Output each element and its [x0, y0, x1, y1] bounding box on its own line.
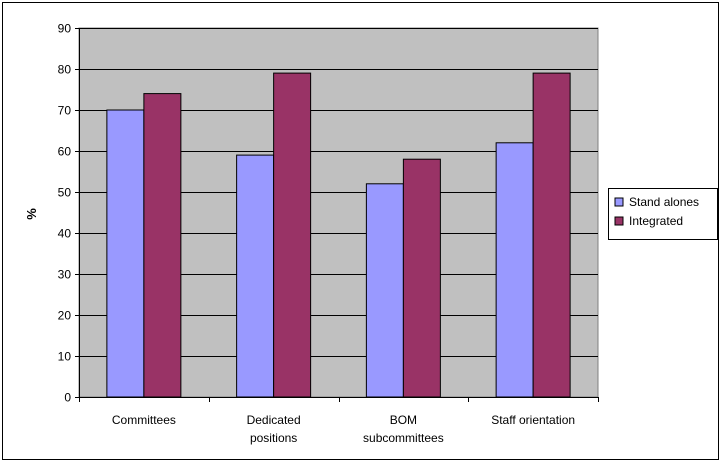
bar: [106, 109, 145, 398]
bar: [402, 158, 441, 398]
bar: [365, 183, 404, 398]
x-tick-label: Dedicated: [247, 413, 301, 427]
bar: [532, 72, 571, 398]
legend-label: Integrated: [629, 214, 683, 228]
bar: [495, 142, 534, 398]
y-tick-label: 70: [58, 104, 72, 118]
legend-swatch: [614, 197, 624, 207]
y-tick-label: 80: [58, 63, 72, 77]
legend: Stand alones Integrated: [608, 188, 718, 240]
y-axis-title: %: [24, 208, 39, 220]
bar: [143, 93, 182, 398]
y-tick-label: 60: [58, 145, 72, 159]
y-tick-label: 10: [58, 350, 72, 364]
x-tick-label: BOM: [390, 413, 417, 427]
y-tick-label: 90: [58, 22, 72, 36]
axes: 0 10 20 30 40 50 60 70 80 90 Committees Dedicated po…: [58, 22, 599, 445]
x-tick-label: subcommittees: [363, 431, 444, 445]
x-tick-label: Staff orientation: [491, 413, 575, 427]
bars: [106, 72, 571, 398]
x-tick-label: positions: [250, 431, 297, 445]
bar: [236, 154, 275, 398]
legend-label: Stand alones: [629, 195, 699, 209]
legend-box: [608, 188, 718, 240]
y-tick-label: 20: [58, 309, 72, 323]
x-tick-label: Committees: [112, 413, 176, 427]
y-tick-label: 0: [64, 391, 71, 405]
y-tick-label: 50: [58, 186, 72, 200]
y-tick-label: 40: [58, 227, 72, 241]
legend-swatch: [614, 216, 624, 226]
bar: [273, 72, 312, 398]
y-tick-label: 30: [58, 268, 72, 282]
